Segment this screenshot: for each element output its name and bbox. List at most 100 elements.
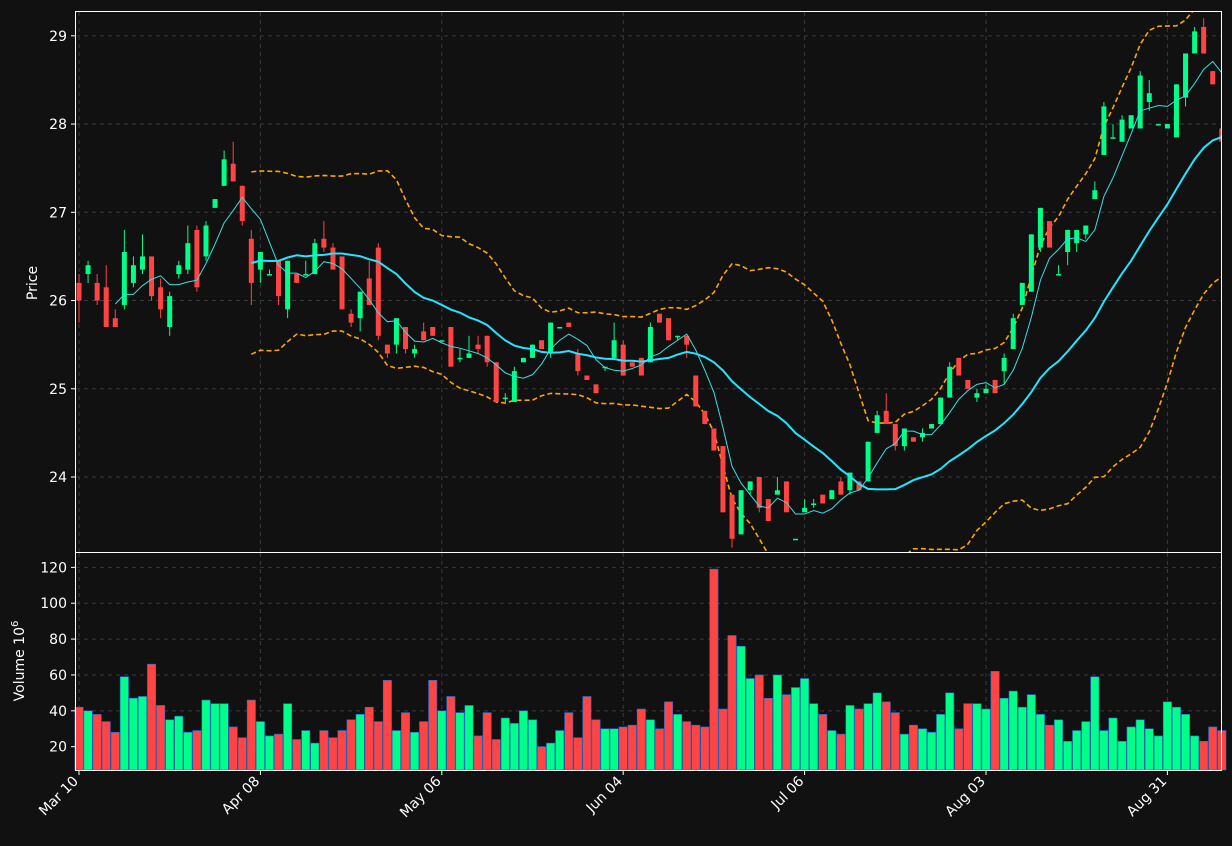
volume-bar: [274, 734, 282, 770]
volume-bar: [719, 709, 727, 770]
volume-bar: [1118, 741, 1126, 770]
candle-body: [330, 248, 335, 270]
volume-bar: [102, 722, 110, 770]
candle-body: [947, 367, 952, 398]
volume-bar: [93, 714, 101, 770]
candle-body: [784, 481, 789, 512]
volume-bar: [855, 709, 863, 770]
volume-bar: [419, 722, 427, 770]
volume-bar: [429, 680, 437, 770]
volume-tick-label: 40: [49, 704, 67, 720]
volume-bar: [565, 713, 573, 770]
volume-bar: [628, 725, 636, 770]
volume-bar: [583, 696, 591, 770]
candle-body: [1165, 124, 1170, 128]
volume-bar: [1045, 725, 1053, 770]
candle-body: [95, 283, 100, 301]
candle-body: [530, 345, 535, 358]
volume-bar: [1036, 714, 1044, 770]
candle-body: [1092, 190, 1097, 199]
candle-body: [884, 411, 889, 424]
volume-bar: [610, 729, 618, 770]
candle-body: [1183, 53, 1188, 97]
candle-body: [222, 159, 227, 185]
candle-body: [1083, 226, 1088, 235]
candle-body: [566, 323, 571, 327]
candle-body: [521, 358, 526, 362]
candle-body: [811, 503, 816, 505]
candle-body: [820, 495, 825, 504]
volume-bar: [664, 702, 672, 770]
candle-body: [730, 495, 735, 539]
candle-body: [539, 340, 544, 349]
volume-bar: [501, 718, 509, 770]
candle-body: [503, 398, 508, 400]
candle-body: [149, 256, 154, 296]
volume-bar: [338, 731, 346, 770]
candle-body: [285, 261, 290, 310]
volume-axis-title-power: 6: [10, 621, 21, 627]
volume-bar: [1127, 727, 1135, 770]
volume-bar: [819, 714, 827, 770]
candle-body: [829, 490, 834, 499]
volume-bar: [728, 636, 736, 771]
candle-body: [394, 318, 399, 344]
candle-body: [240, 186, 245, 221]
volume-bar: [1100, 731, 1108, 770]
candle-body: [666, 318, 671, 340]
candle-body: [267, 274, 272, 276]
price-axis-title: Price: [25, 266, 41, 300]
candle-body: [793, 539, 798, 541]
volume-tick-label: 20: [49, 740, 67, 756]
volume-bar: [909, 725, 917, 770]
volume-bar: [1209, 727, 1217, 770]
volume-bar: [1145, 729, 1153, 770]
candle-body: [938, 398, 943, 424]
volume-bar: [1000, 698, 1008, 770]
candle-body: [929, 424, 934, 428]
candle-body: [176, 265, 181, 274]
candle-body: [630, 362, 635, 366]
candle-body: [766, 499, 771, 521]
candle-body: [702, 411, 707, 424]
volume-bar: [293, 740, 301, 770]
candle-body: [1201, 27, 1206, 53]
volume-bar: [202, 700, 210, 770]
candle-body: [1120, 120, 1125, 142]
candle-body: [802, 508, 807, 512]
candle-body: [584, 376, 589, 380]
volume-bar: [311, 743, 319, 770]
volume-bar: [873, 693, 881, 770]
price-tick-label: 29: [49, 29, 67, 45]
volume-bar: [891, 713, 899, 770]
candle-body: [1038, 208, 1043, 248]
volume-bar: [755, 675, 763, 770]
volume-bar: [964, 704, 972, 770]
candle-body: [158, 287, 163, 309]
volume-tick-label: 120: [40, 560, 67, 576]
volume-bar: [1200, 741, 1208, 770]
volume-bar: [166, 720, 174, 770]
volume-bar: [982, 709, 990, 770]
volume-bar: [147, 664, 155, 770]
volume-bar: [773, 675, 781, 770]
volume-bar: [528, 720, 536, 770]
candle-body: [385, 345, 390, 354]
volume-bar: [220, 704, 228, 770]
candle-body: [113, 318, 118, 327]
volume-bar: [320, 731, 328, 770]
volume-tick-label: 60: [49, 668, 67, 684]
price-tick-label: 26: [49, 294, 67, 310]
volume-bar: [238, 738, 246, 770]
volume-bar: [1063, 741, 1071, 770]
candle-body: [421, 331, 426, 340]
volume-bar: [365, 707, 373, 770]
volume-bar: [973, 704, 981, 770]
volume-bar: [175, 716, 183, 770]
volume-bar: [120, 677, 128, 770]
candle-body: [1101, 106, 1106, 155]
volume-bar: [864, 704, 872, 770]
volume-bar: [955, 729, 963, 770]
